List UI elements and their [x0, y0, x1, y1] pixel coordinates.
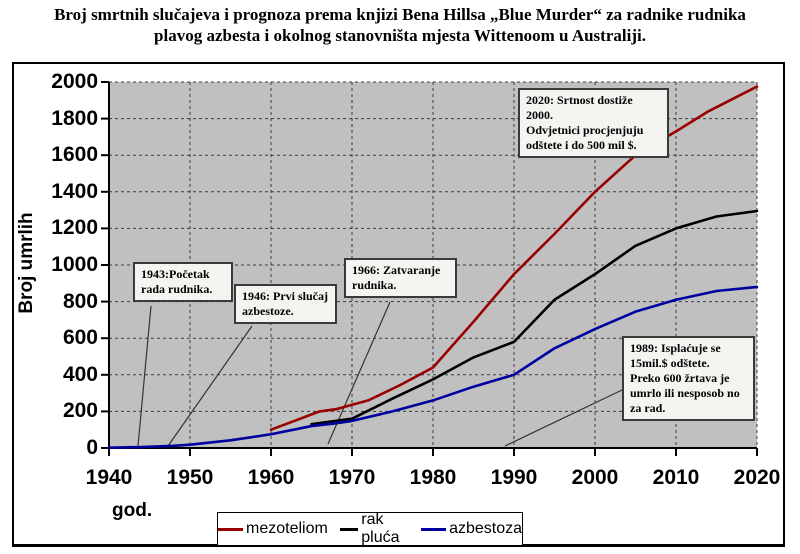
chart-legend: mezoteliom rak pluća azbestoza	[217, 511, 523, 547]
legend-label-mezoteliom: mezoteliom	[246, 520, 328, 537]
series-line-rak-pluća	[310, 209, 759, 426]
y-tick-label: 1000	[51, 253, 98, 276]
x-tick-label: 1970	[328, 466, 376, 489]
annotation-1946: 1946: Prvi slučaj azbestoze.	[234, 284, 337, 324]
annotation-pointer-line	[137, 305, 152, 447]
legend-item-mezoteliom: mezoteliom	[218, 520, 328, 538]
annotation-2020: 2020: Srtnost dostiže 2000. Odvjetnici p…	[518, 88, 669, 158]
legend-item-azbestoza: azbestoza	[421, 520, 522, 538]
x-tick-label: 1940	[85, 466, 133, 489]
y-tick-label: 800	[62, 289, 98, 313]
x-tick-label: 1990	[490, 466, 538, 489]
y-tick-label: 200	[62, 399, 98, 423]
legend-label-rak-pluca: rak pluća	[361, 511, 400, 546]
legend-label-azbestoza: azbestoza	[449, 520, 522, 537]
y-tick-label: 1200	[51, 216, 98, 240]
legend-swatch-azbestoza	[421, 527, 447, 531]
annotation-1943: 1943:Početak rada rudnika.	[133, 262, 233, 302]
chart-title: Broj smrtnih slučajeva i prognoza prema …	[0, 4, 800, 46]
x-tick-label: 2000	[571, 466, 619, 489]
series-line-azbestoza	[107, 285, 759, 449]
y-tick-label: 1600	[51, 143, 98, 167]
chart-title-line2: plavog azbesta i okolnog stanovništa mje…	[154, 26, 646, 45]
legend-item-rak-pluca: rak pluća	[339, 511, 409, 547]
x-tick-label: 2020	[733, 466, 781, 489]
x-tick-label: 1980	[409, 466, 457, 489]
annotation-pointer-line	[167, 325, 253, 447]
y-tick-label: 0	[86, 436, 98, 459]
x-axis-title: god.	[112, 500, 153, 521]
annotation-pointer-line	[504, 389, 623, 447]
x-tick-label: 1960	[247, 466, 295, 489]
x-tick-label: 1950	[166, 466, 214, 489]
y-tick-label: 1800	[51, 106, 98, 130]
y-tick-label: 1400	[51, 179, 98, 203]
x-tick-label: 2010	[652, 466, 700, 489]
annotation-1989: 1989: Isplaćuje se 15mil.$ odštete. Prek…	[622, 336, 755, 421]
y-tick-label: 2000	[51, 70, 98, 93]
legend-swatch-mezoteliom	[218, 527, 243, 531]
annotation-1966: 1966: Zatvaranje rudnika.	[344, 258, 457, 298]
legend-swatch-rak-pluca	[339, 527, 359, 531]
chart-title-line1: Broj smrtnih slučajeva i prognoza prema …	[54, 5, 746, 24]
y-tick-label: 400	[62, 362, 98, 386]
y-tick-label: 600	[62, 326, 98, 350]
